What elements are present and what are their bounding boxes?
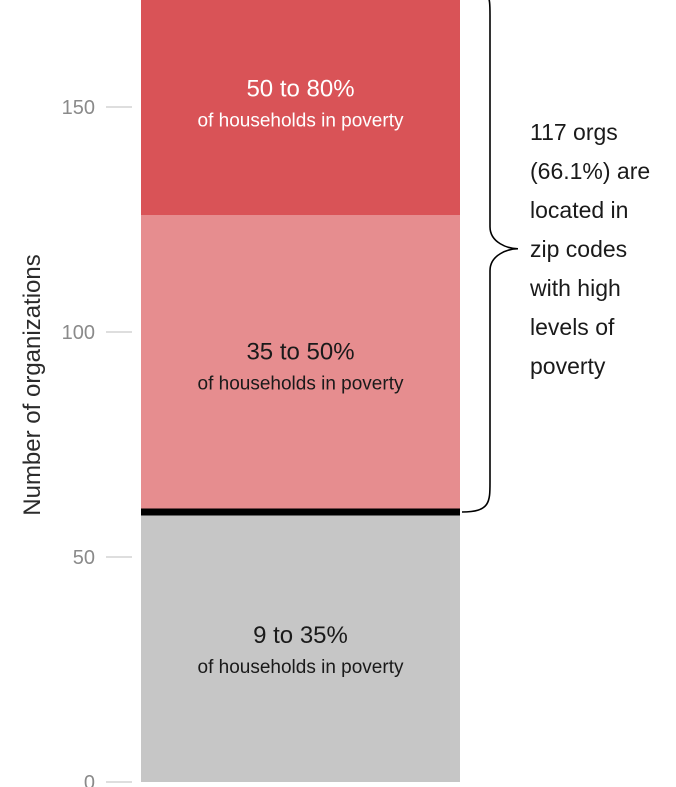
bar-segment-2: [141, 215, 460, 512]
segment-sub-label: of households in poverty: [198, 657, 404, 678]
curly-brace: [461, 0, 519, 513]
segment-range-label: 50 to 80%: [246, 75, 354, 102]
annotation-line: levels of: [530, 314, 615, 340]
segment-sub-label: of households in poverty: [198, 374, 404, 395]
segment-range-label: 9 to 35%: [253, 622, 348, 649]
y-axis-title: Number of organizations: [19, 254, 46, 515]
y-tick-label: 100: [62, 322, 95, 344]
bar-segment-3: [141, 0, 460, 215]
segment-sub-label: of households in poverty: [198, 110, 404, 131]
annotation-line: with high: [529, 275, 621, 301]
y-tick-label: 50: [73, 547, 95, 569]
y-tick-label: 0: [84, 772, 95, 787]
segment-range-label: 35 to 50%: [246, 339, 354, 366]
annotation-line: zip codes: [530, 236, 627, 262]
bar-segments: [141, 0, 460, 782]
bar-segment-1: [141, 512, 460, 782]
y-tick-label: 150: [62, 97, 95, 119]
segment-labels: 9 to 35% of households in poverty 35 to 50…: [198, 75, 404, 678]
annotation-text: 117 orgs (66.1%) are located in zip codes wi…: [529, 119, 650, 379]
annotation-line: poverty: [530, 353, 606, 379]
annotation-line: 117 orgs: [530, 119, 618, 145]
annotation-line: (66.1%) are: [530, 158, 650, 184]
annotation-line: located in: [530, 197, 628, 223]
y-axis-ticks: 0 50 100 150: [62, 97, 132, 787]
